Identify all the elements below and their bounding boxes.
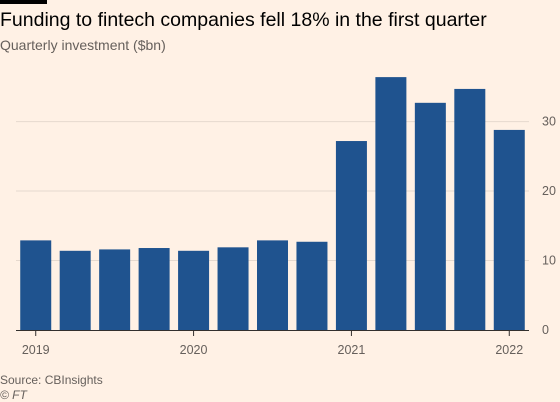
bar (414, 102, 446, 331)
copyright-credit: © FT (0, 388, 27, 402)
bar (138, 248, 170, 330)
bar (454, 88, 486, 330)
y-tick-label: 30 (542, 115, 556, 129)
bar (296, 241, 328, 330)
y-tick-label: 10 (542, 254, 556, 268)
bar (99, 249, 131, 330)
bar (335, 141, 367, 330)
x-tick-label: 2022 (495, 343, 523, 357)
y-tick-label: 0 (542, 323, 549, 337)
bar (59, 250, 91, 330)
source-note: Source: CBInsights (0, 373, 103, 387)
chart-title: Funding to fintech companies fell 18% in… (0, 9, 487, 31)
x-tick-label: 2019 (22, 343, 50, 357)
bar (20, 240, 52, 330)
bar (178, 250, 210, 330)
chart-subtitle: Quarterly investment ($bn) (0, 37, 166, 53)
bar (493, 129, 525, 330)
y-tick-label: 20 (542, 184, 556, 198)
brand-accent-bar (0, 0, 47, 4)
bar (257, 240, 288, 330)
x-tick-label: 2021 (338, 343, 366, 357)
bar (217, 247, 249, 330)
bar (375, 77, 407, 331)
x-tick-label: 2020 (180, 343, 208, 357)
